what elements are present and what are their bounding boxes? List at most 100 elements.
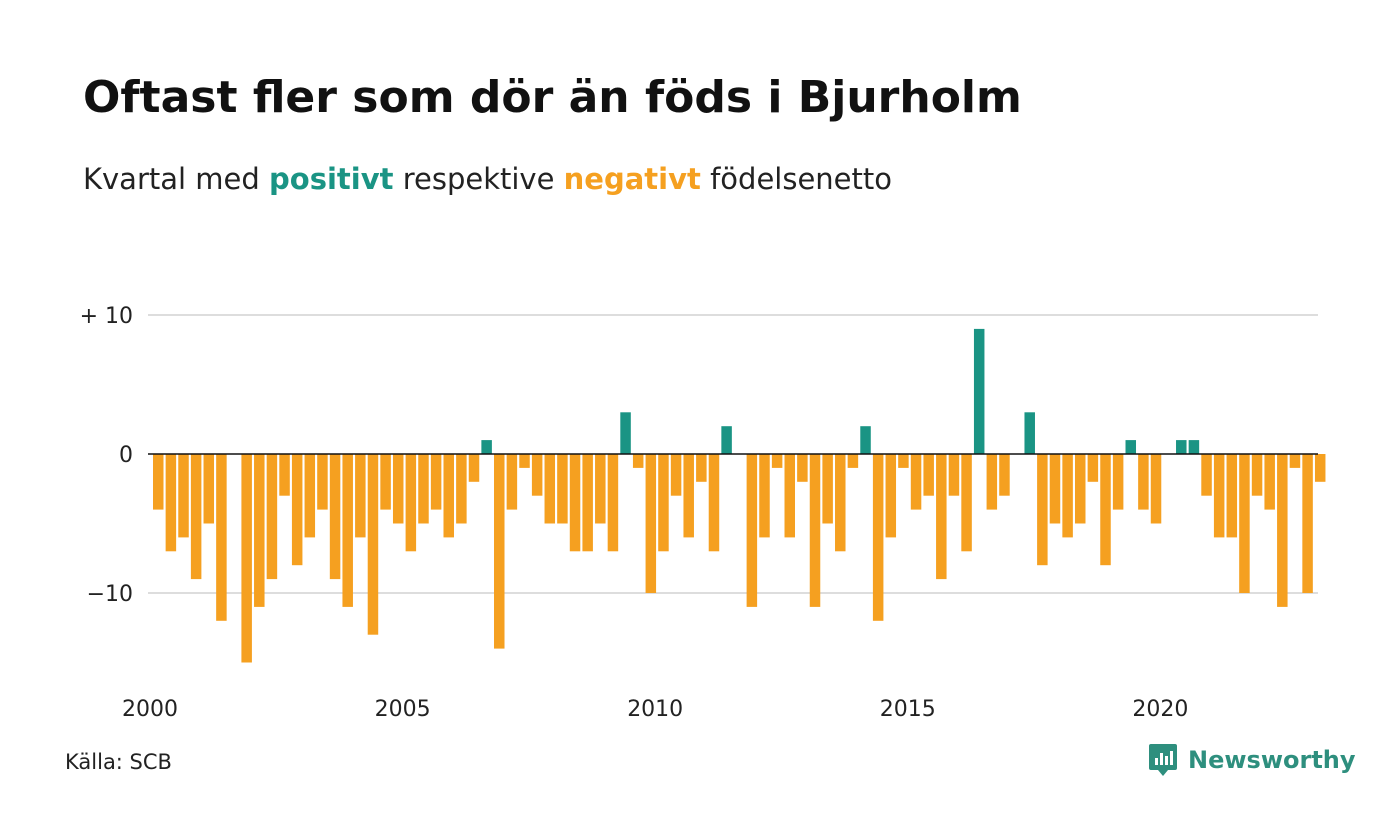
bars (153, 328, 1326, 663)
bar (910, 454, 922, 510)
bar (481, 440, 492, 454)
bar (986, 454, 998, 510)
bar (1074, 454, 1086, 524)
bar (658, 454, 669, 552)
subtitle-prefix: Kvartal med (83, 162, 270, 196)
bar (999, 454, 1010, 496)
bar (1037, 454, 1048, 566)
bar (317, 454, 328, 510)
x-tick-label: 2000 (122, 697, 178, 722)
bar (822, 454, 833, 524)
bar (973, 328, 985, 454)
bar (1138, 454, 1149, 510)
x-tick-label: 2005 (375, 697, 431, 722)
subtitle-negative-word: negativt (563, 162, 701, 196)
bar (746, 454, 758, 607)
bar (670, 454, 682, 496)
bar (721, 426, 732, 454)
bar (1264, 454, 1275, 510)
bar (153, 454, 164, 510)
bar (1150, 454, 1162, 524)
bar (405, 454, 417, 552)
bar (1125, 440, 1137, 454)
bar (203, 454, 215, 524)
bar (342, 454, 353, 607)
chart-title: Oftast fler som dör än föds i Bjurholm (83, 72, 1022, 123)
x-tick-label: 2020 (1132, 697, 1188, 722)
y-tick-label: + 10 (80, 304, 133, 329)
bar (1188, 440, 1200, 454)
bar (291, 454, 303, 566)
bar (797, 454, 808, 482)
bar (683, 454, 694, 538)
bar (948, 454, 960, 496)
bar (835, 454, 846, 552)
y-tick-label: −10 (87, 582, 133, 607)
bar (544, 454, 556, 524)
bar (304, 454, 316, 538)
bar (178, 454, 189, 538)
bar (531, 454, 543, 496)
bar (216, 454, 227, 621)
bar (632, 454, 644, 468)
bar (771, 454, 783, 468)
bar (872, 454, 884, 621)
bar (1302, 454, 1313, 593)
bar (759, 454, 770, 538)
bar (468, 454, 480, 482)
bar (355, 454, 366, 538)
bar (279, 454, 290, 496)
bar (329, 454, 341, 580)
x-tick-label: 2015 (880, 697, 936, 722)
y-axis-ticks: + 10 0 −10 (80, 304, 133, 607)
bar (696, 454, 707, 482)
bar (1024, 412, 1035, 454)
bar (392, 454, 404, 524)
bar (1087, 454, 1099, 482)
bar (708, 454, 720, 552)
bar (165, 454, 177, 552)
bar (456, 454, 467, 524)
subtitle-positive-word: positivt (269, 162, 394, 196)
bar (607, 454, 619, 552)
bar (1289, 454, 1301, 468)
bar (1100, 454, 1111, 566)
bar (430, 454, 442, 510)
bar (506, 454, 518, 510)
x-tick-label: 2010 (627, 697, 683, 722)
bar (443, 454, 454, 538)
bar (898, 454, 909, 468)
bar (961, 454, 972, 552)
y-tick-label: 0 (119, 443, 133, 468)
bar (885, 454, 897, 538)
bar (1201, 454, 1212, 496)
bar (1112, 454, 1124, 510)
bar (1314, 454, 1326, 482)
bar (860, 426, 871, 454)
bar (645, 454, 657, 593)
bar (1213, 454, 1225, 538)
bar (1049, 454, 1061, 524)
newsworthy-logo-icon (1149, 744, 1177, 776)
bar (936, 454, 947, 580)
bar (809, 454, 821, 607)
brand-name: Newsworthy (1188, 746, 1356, 774)
bar (1251, 454, 1263, 496)
chart-subtitle: Kvartal med positivt respektive negativt… (83, 162, 892, 196)
bar (266, 454, 278, 580)
bar (1226, 454, 1238, 538)
brand-logo: Newsworthy (1148, 743, 1356, 777)
bar (620, 412, 631, 454)
bar (582, 454, 593, 552)
bar (595, 454, 606, 524)
bar (1062, 454, 1073, 538)
bar (519, 454, 530, 468)
bar (784, 454, 795, 538)
x-axis-ticks: 2000 2005 2010 2015 2020 (122, 697, 1188, 722)
bar (254, 454, 265, 607)
bar (418, 454, 429, 524)
bar (380, 454, 391, 510)
bar (367, 454, 379, 635)
bar (241, 454, 252, 663)
